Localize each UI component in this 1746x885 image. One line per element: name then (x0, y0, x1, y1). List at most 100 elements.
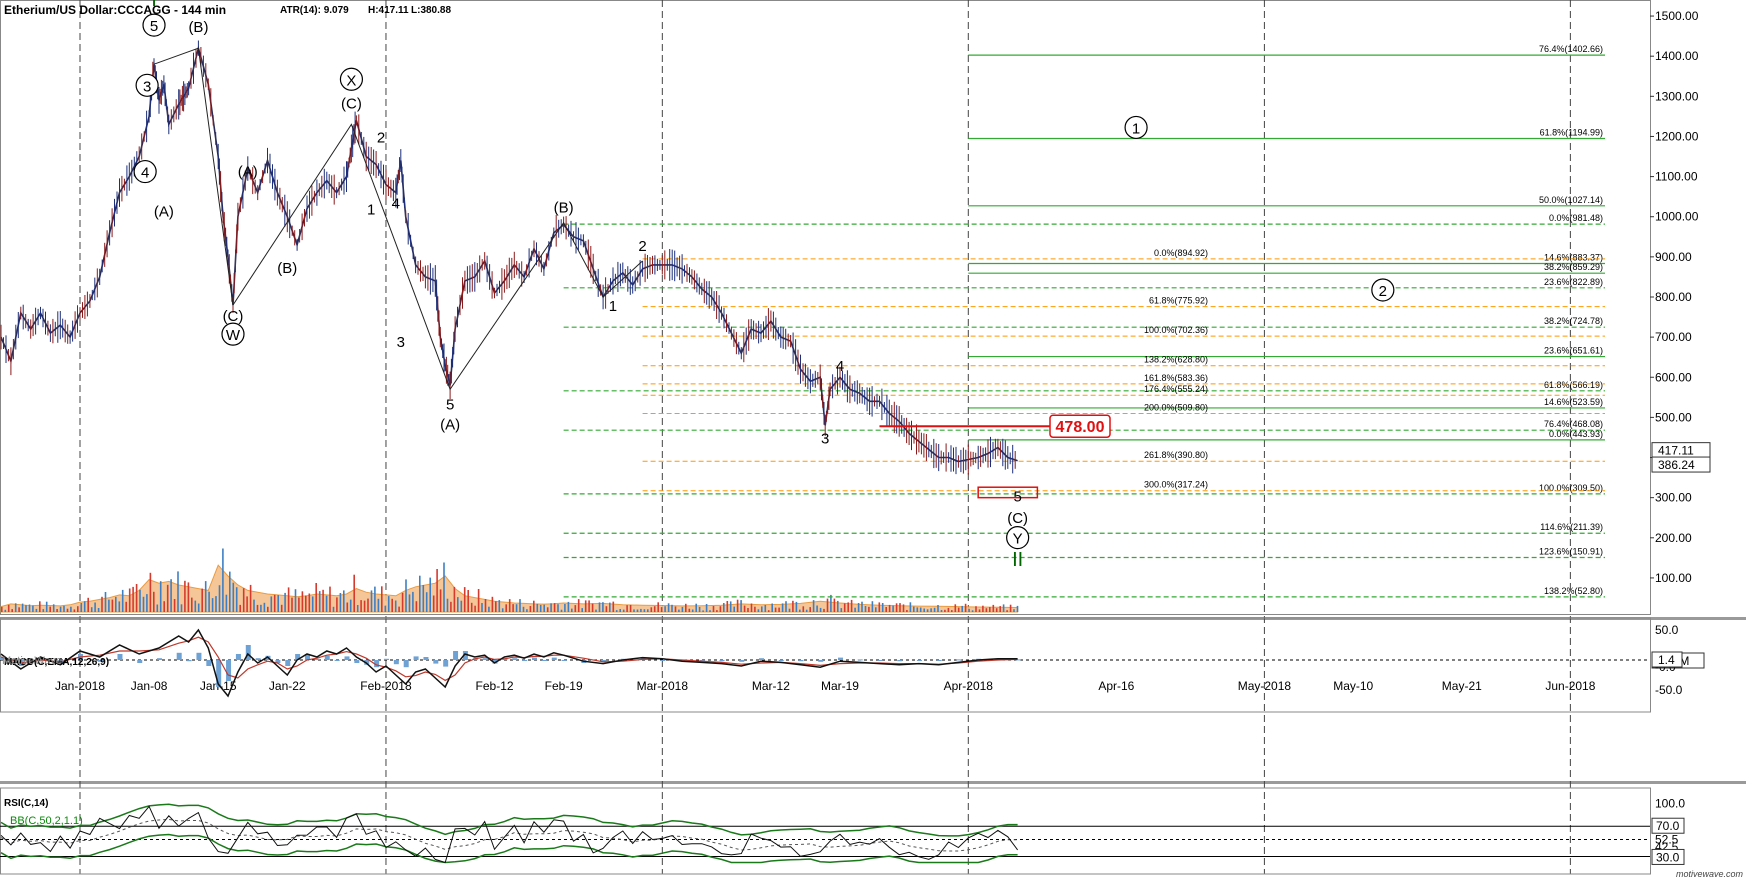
volume-bar (246, 596, 248, 612)
volume-bar (678, 609, 680, 612)
macd-histogram-bar (423, 657, 429, 660)
volume-bar (121, 589, 124, 612)
volume-bar (346, 602, 349, 612)
volume-bar (180, 604, 183, 612)
rsi-band-middle (0, 818, 1018, 852)
macd-histogram-bar (295, 654, 301, 660)
macd-title: MACD(C,EMA,12,26,9) (4, 657, 109, 668)
volume-bar (840, 608, 843, 612)
volume-bar (916, 607, 919, 612)
volume-bar (201, 588, 203, 612)
wave-label: W (226, 327, 241, 344)
fib-extension-label: 161.8%(583.36) (1144, 373, 1208, 383)
volume-bar (626, 605, 628, 612)
volume-bar (588, 600, 590, 612)
rsi-tick-label: 52.5 (1655, 832, 1679, 846)
macd-histogram-bar (778, 660, 784, 661)
macd-histogram-bar (719, 660, 725, 662)
fib-retracement-label: 76.4%(1402.66) (1539, 44, 1603, 54)
volume-bar (698, 606, 701, 612)
y-tick-label: 1500.00 (1655, 9, 1699, 23)
volume-bar (785, 601, 787, 612)
volume-bar (526, 609, 528, 612)
volume-bar (906, 610, 908, 612)
fib-retracement-label: 38.2%(724.78) (1544, 316, 1603, 326)
rsi-low-box (1651, 848, 1685, 865)
volume-bar (546, 607, 549, 612)
wave-label-circle (135, 73, 159, 97)
rsi-high-box (1651, 817, 1685, 834)
volume-bar (902, 604, 905, 612)
volume-bar (235, 587, 238, 612)
fib-retracement-label: 61.8%(566.19) (1544, 380, 1603, 390)
volume-bar (992, 604, 995, 612)
volume-bar (429, 577, 431, 612)
volume-bar (761, 606, 763, 612)
volume-bar (778, 607, 780, 612)
volume-bar (515, 604, 518, 612)
wave-label-circle (339, 67, 364, 91)
volume-bar (799, 609, 801, 612)
volume-bar (467, 590, 469, 612)
wave-label: (C) (1007, 510, 1028, 527)
rsi-band-lower (0, 833, 1018, 864)
volume-bar (4, 609, 7, 612)
wave-label-circle (1124, 115, 1148, 140)
volume-bar (215, 596, 217, 612)
volume-bar (66, 608, 69, 612)
macd-current-box (1651, 651, 1683, 668)
volume-bar (156, 604, 159, 612)
volume-bar (650, 607, 653, 612)
wave-label: 5 (150, 18, 158, 35)
volume-bar (501, 608, 504, 612)
volume-bar (329, 586, 331, 612)
volume-bar (709, 610, 711, 612)
wave-label-roman: I (151, 0, 157, 11)
volume-bar (999, 606, 1001, 612)
x-tick-label: Apr-2018 (944, 679, 994, 693)
volume-bar (581, 608, 583, 612)
macd-histogram-bar (897, 660, 903, 662)
x-tick-label: Jan-08 (131, 679, 168, 693)
volume-bar (325, 595, 328, 612)
fib-retracement-label: 61.8%(1194.99) (1540, 127, 1603, 137)
volume-bar (387, 596, 390, 612)
fib-retracement-label: 23.6%(651.61) (1544, 346, 1603, 356)
volume-bar (512, 604, 514, 612)
volume-bar (657, 602, 659, 612)
volume-bar (508, 599, 511, 612)
volume-bar (135, 584, 138, 612)
volume-bar (73, 609, 76, 612)
volume-bar (944, 609, 946, 612)
x-tick-label: Jun-2018 (1545, 679, 1595, 693)
volume-bar (505, 604, 507, 612)
volume-bar (819, 607, 822, 612)
volume-bar (125, 601, 127, 612)
volume-bar (975, 606, 977, 612)
volume-bar (381, 586, 383, 612)
volume-bar (743, 605, 746, 612)
volume-bar (460, 600, 463, 612)
panel-separator (0, 781, 1746, 784)
volume-bar (90, 607, 93, 612)
volume-bar (111, 599, 114, 612)
volume-bar (139, 589, 141, 612)
volume-bar (14, 603, 17, 612)
wave-label: 5 (446, 396, 454, 413)
volume-bar (940, 610, 943, 612)
volume-bar (647, 609, 649, 612)
macd-tick-label: -50.0 (1655, 683, 1683, 697)
volume-bar (802, 606, 805, 612)
volume-bar (363, 600, 366, 612)
volume-bar (446, 598, 449, 612)
volume-bar (878, 602, 881, 612)
rsi-tick-label: 100.0 (1655, 797, 1685, 811)
volume-bar (729, 601, 732, 612)
volume-bar (218, 585, 221, 612)
macd-histogram-bar (364, 660, 370, 665)
volume-bar (553, 603, 556, 612)
wave-label-roman: II (1012, 549, 1023, 571)
volume-bar (170, 579, 172, 612)
volume-bar (913, 606, 915, 612)
volume-bar (571, 608, 573, 612)
